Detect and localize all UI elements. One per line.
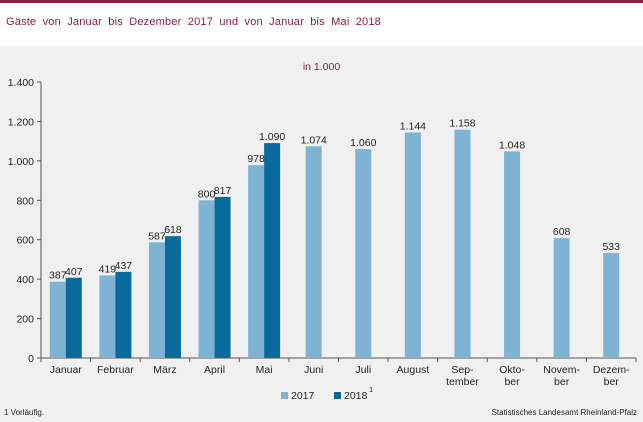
y-tick-label: 800 [16,195,34,207]
legend-swatch-2017 [281,392,288,399]
bar-2018 [164,236,181,358]
bar-2017 [99,275,116,358]
bar-label-2017: 1.074 [301,134,327,146]
header: Gäste von Januar bis Dezember 2017 und v… [0,3,643,45]
y-tick-label: 1.000 [8,156,34,168]
bar-2017 [603,252,620,358]
bar-label-2018: 618 [164,224,182,236]
bar-label-2017: 1.048 [499,139,525,151]
bar-label-2017: 1.060 [350,137,376,149]
x-tick-label: Januar [50,364,83,376]
bar-label-2018: 817 [214,185,232,197]
x-axis: Januar Februar März April Mai Juni Juli August S… [40,357,637,388]
bar-label-2017: 1.158 [449,118,475,130]
bar-label-2018: 437 [115,260,133,272]
bar-label-2017: 1.144 [400,120,426,132]
x-tick-label: März [153,364,176,376]
bar-2018 [264,143,281,358]
bar-2018 [65,277,82,358]
x-tick-label: April [204,364,225,376]
legend-label-2017: 2017 [291,390,315,402]
x-tick-label: Novem-ber [543,364,580,388]
bar-2017 [248,165,265,358]
bar-2017 [198,200,215,358]
footnote: 1 Vorläufig. [4,408,45,417]
x-tick-label: Juni [304,364,323,376]
bar-label-2018: 407 [65,266,83,278]
legend-label-2018: 2018 [344,390,368,402]
bar-2018 [115,271,132,358]
x-tick-label: Dezem-ber [593,364,630,388]
bar-2017 [454,129,471,358]
y-tick-label: 0 [28,353,34,365]
bars [49,129,620,358]
chart-title: Gäste von Januar bis Dezember 2017 und v… [6,16,381,28]
bar-label-2017: 800 [198,188,216,200]
legend-footnote-marker: 1 [369,385,373,394]
bar-2017 [148,242,165,358]
top-accent-bar [0,0,643,3]
x-tick-label: Juli [355,364,371,376]
bar-2017 [504,151,521,358]
bar-label-2017: 608 [553,226,571,238]
source-credit: Statistisches Landesamt Rheinland-Pfalz [491,408,637,417]
bar-2017 [404,132,421,358]
x-tick-label: Mai [256,364,273,376]
y-tick-label: 1.400 [8,77,34,89]
y-tick-label: 1.200 [8,116,34,128]
bar-2017 [553,238,570,358]
bar-2017 [305,146,322,358]
bar-label-2017: 387 [49,270,67,282]
x-tick-label: August [397,364,430,376]
bar-label-2017: 419 [99,263,117,275]
x-tick-label: Okto-ber [499,364,525,388]
bar-2018 [214,196,231,358]
y-axis: 0 200 400 600 800 1.000 1.200 1.400 [8,77,42,365]
bar-label-2018: 1.090 [259,131,285,143]
x-tick-label: Februar [97,364,134,376]
bar-2017 [355,149,372,358]
y-tick-label: 200 [16,314,34,326]
chart-subtitle: in 1.000 [302,61,341,73]
bar-2017 [49,281,66,358]
y-tick-label: 400 [16,274,34,286]
x-tick-label: Sep-tember [446,364,479,388]
bar-label-2017: 978 [247,153,265,165]
bar-label-2017: 587 [148,230,166,242]
legend-swatch-2018 [334,392,341,399]
y-tick-label: 600 [16,235,34,247]
bar-label-2017: 533 [602,241,620,253]
